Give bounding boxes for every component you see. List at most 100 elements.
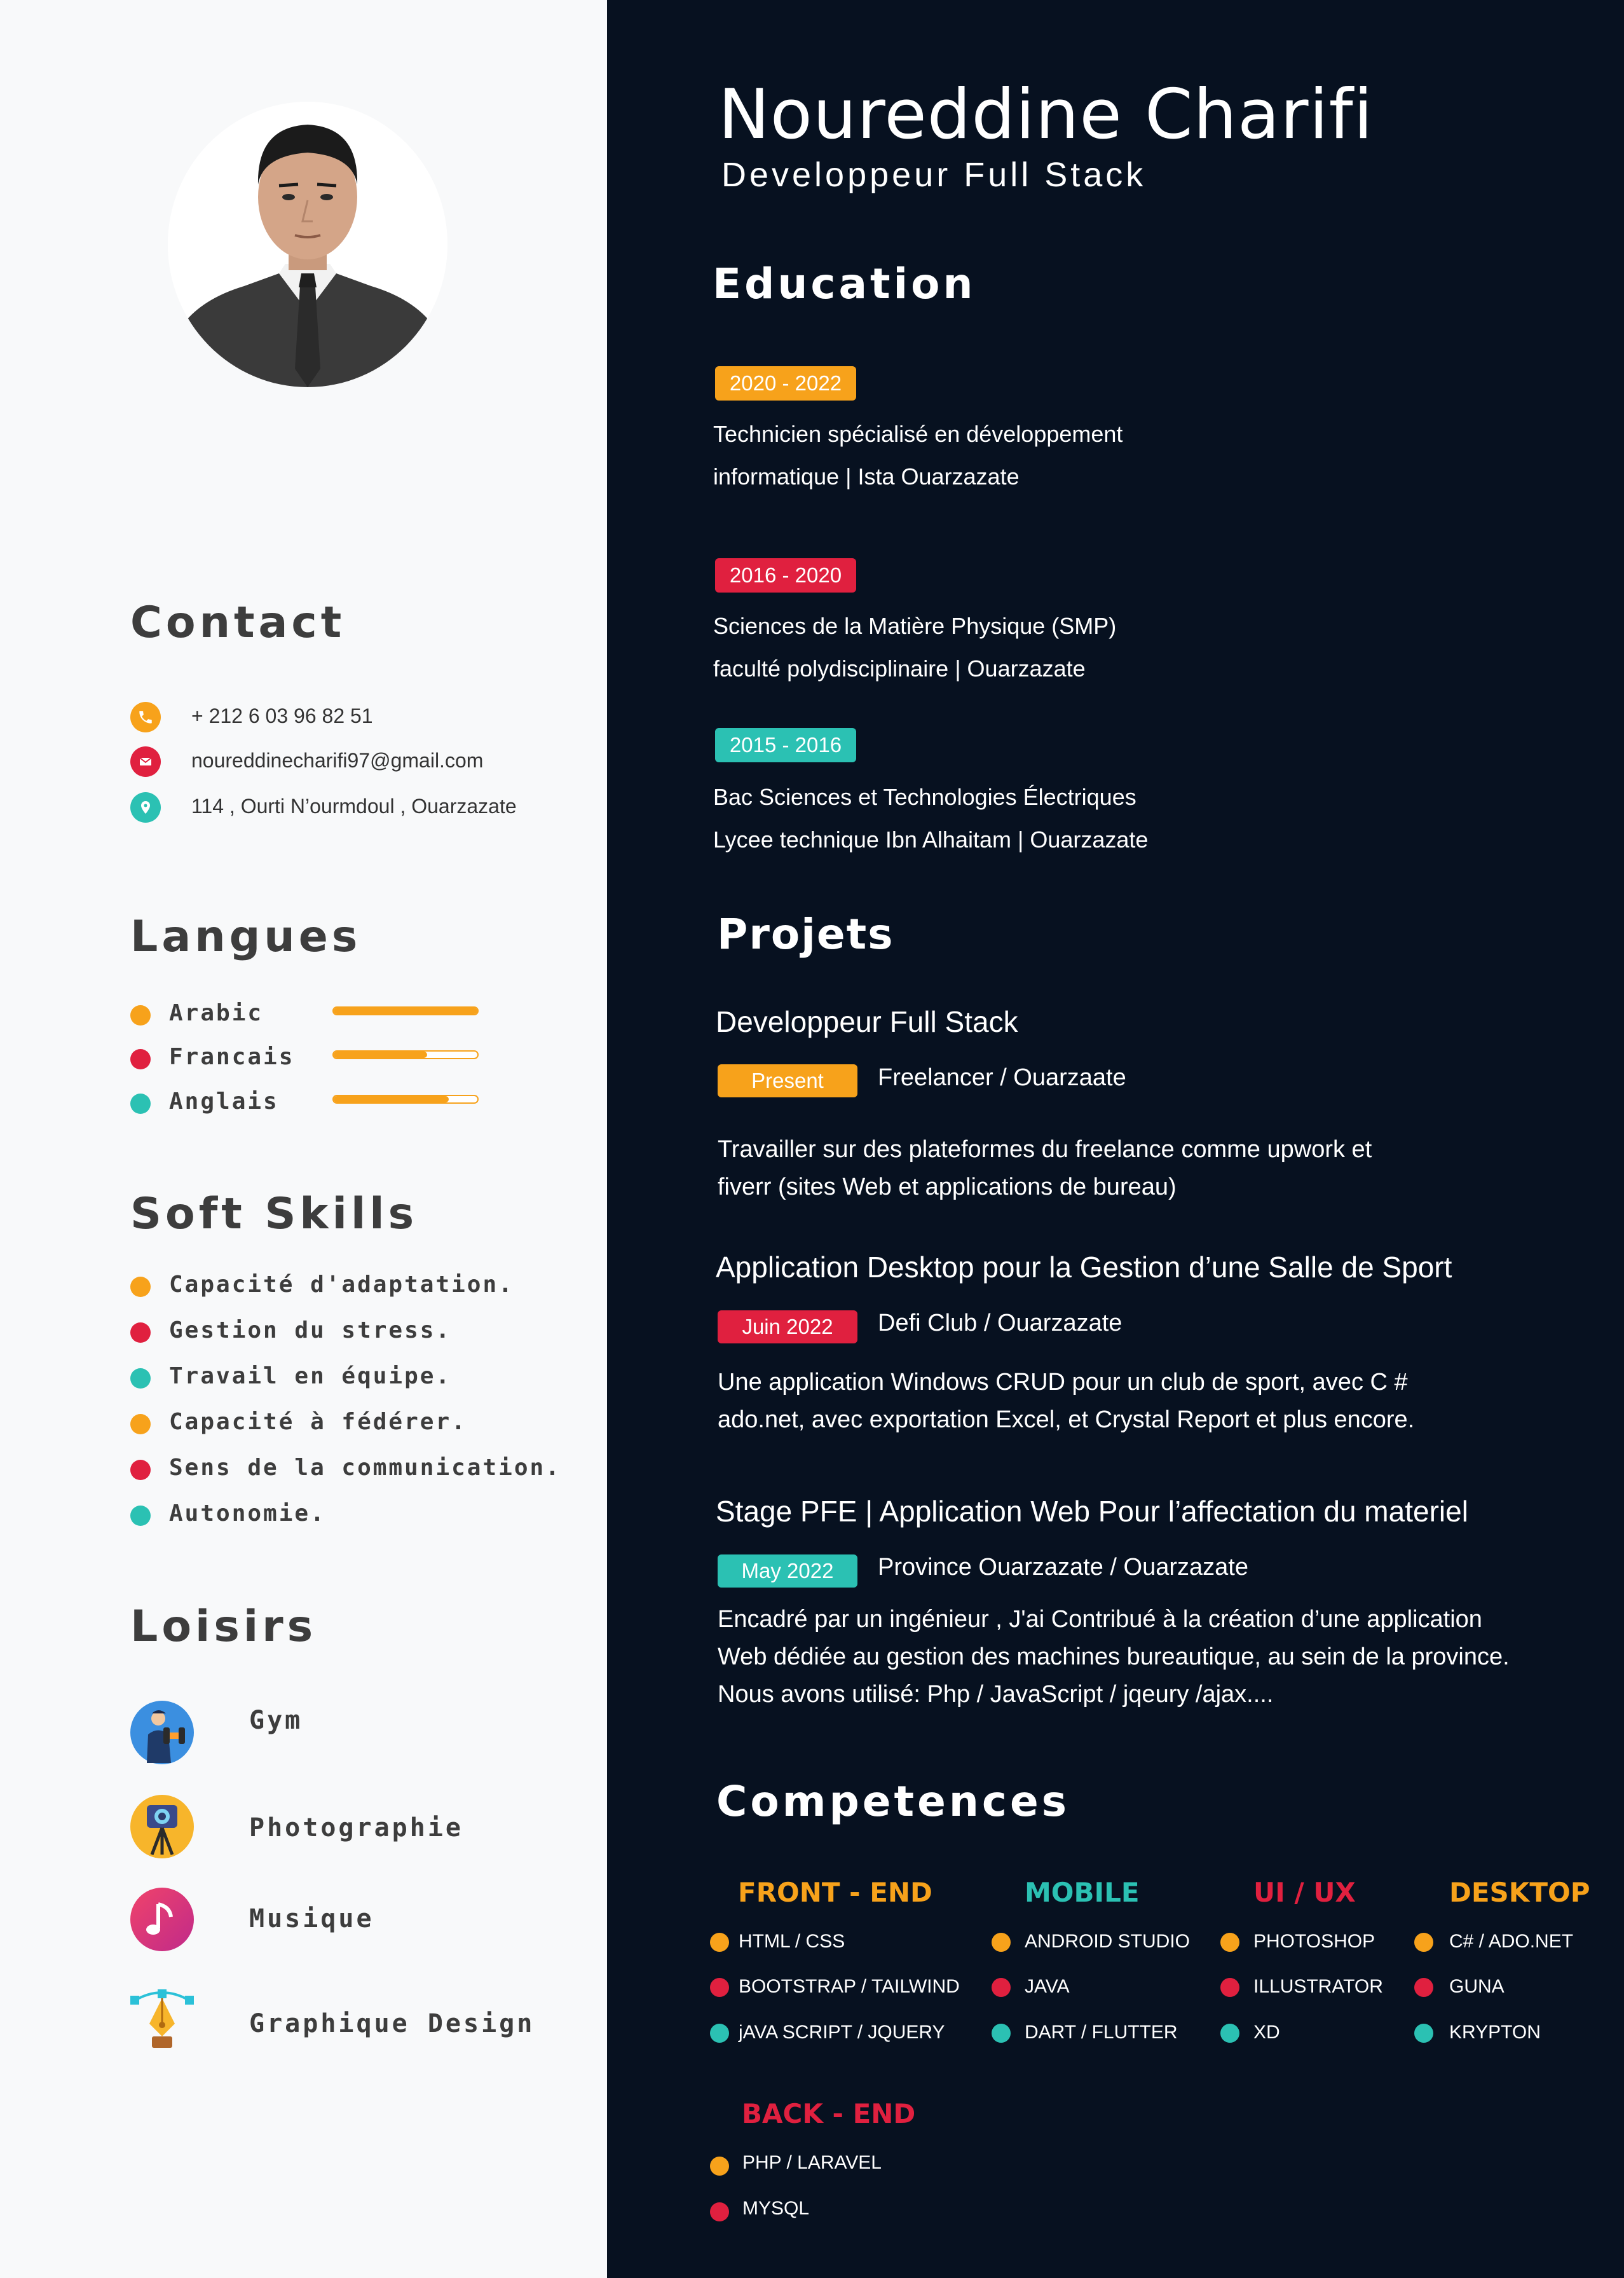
education-school: Lycee technique Ibn Alhaitam | Ouarzazat… <box>713 827 1149 853</box>
language-dot <box>130 1094 151 1114</box>
language-dot <box>130 1049 151 1069</box>
skill-dot <box>992 1933 1011 1952</box>
skill-dot <box>710 2202 729 2221</box>
project-description: Encadré par un ingénieur , J'ai Contribu… <box>718 1606 1482 1633</box>
education-school: faculté polydisciplinaire | Ouarzazate <box>713 655 1086 682</box>
skill-item: JAVA <box>1025 1976 1070 1997</box>
project-title: Developpeur Full Stack <box>716 1005 1018 1038</box>
contact-email-row: noureddinecharifi97@gmail.com <box>130 743 575 781</box>
education-period-badge: 2015 - 2016 <box>715 728 856 762</box>
soft-skill-item: Sens de la communication. <box>169 1455 561 1481</box>
language-level-bar <box>332 1050 479 1059</box>
person-name: Noureddine Charifi <box>718 75 1374 154</box>
skill-item: DART / FLUTTER <box>1025 2022 1178 2043</box>
main-content: Noureddine Charifi Developpeur Full Stac… <box>607 0 1624 2278</box>
skill-dot <box>1414 1933 1433 1952</box>
skill-dot <box>1220 2024 1239 2043</box>
skill-category-title: MOBILE <box>1025 1877 1140 1908</box>
skill-category-title: BACK - END <box>742 2098 916 2129</box>
soft-skill-item: Capacité d'adaptation. <box>169 1272 514 1298</box>
project-description: Web dédiée au gestion des machines burea… <box>718 1643 1510 1670</box>
education-period-badge: 2020 - 2022 <box>715 366 856 401</box>
soft-skill-item: Autonomie. <box>169 1500 326 1527</box>
left-sidebar: Contact + 212 6 03 96 82 51 noureddinech… <box>0 0 607 2278</box>
language-label: Arabic <box>169 1000 264 1026</box>
person-role: Developpeur Full Stack <box>721 156 1147 194</box>
project-location: Freelancer / Ouarzaate <box>878 1064 1126 1091</box>
skill-item: C# / ADO.NET <box>1449 1931 1574 1952</box>
phone-icon <box>130 702 161 732</box>
skill-item: jAVA SCRIPT / JQUERY <box>739 2022 945 2043</box>
skill-dot <box>710 2157 729 2176</box>
skill-dot <box>710 2024 729 2043</box>
skill-item: PHOTOSHOP <box>1253 1931 1375 1952</box>
hobby-label: Photographie <box>249 1813 463 1842</box>
soft-skill-dot <box>130 1460 151 1480</box>
contact-phone-row: + 212 6 03 96 82 51 <box>130 698 575 736</box>
address-text: 114 , Ourti N’ourmdoul , Ouarzazate <box>191 795 517 818</box>
skill-category-title: UI / UX <box>1253 1877 1356 1908</box>
education-degree: Sciences de la Matière Physique (SMP) <box>713 613 1117 639</box>
projects-title: Projets <box>717 910 894 959</box>
phone-number[interactable]: + 212 6 03 96 82 51 <box>191 704 373 727</box>
skill-dot <box>992 1978 1011 1997</box>
skill-dot <box>1220 1933 1239 1952</box>
email-address[interactable]: noureddinecharifi97@gmail.com <box>191 749 484 772</box>
email-icon <box>130 746 161 777</box>
education-degree: Bac Sciences et Technologies Électriques <box>713 784 1136 810</box>
project-date-badge: Juin 2022 <box>718 1310 857 1343</box>
project-date-badge: May 2022 <box>718 1554 857 1588</box>
education-period-badge: 2016 - 2020 <box>715 558 856 593</box>
language-level-bar <box>332 1006 479 1015</box>
language-label: Anglais <box>169 1088 279 1115</box>
soft-skill-dot <box>130 1277 151 1297</box>
skill-dot <box>1414 1978 1433 1997</box>
soft-skill-dot <box>130 1414 151 1434</box>
contact-title: Contact <box>130 598 346 648</box>
pen-tool-icon <box>129 1987 195 2053</box>
skill-item: GUNA <box>1449 1976 1505 1997</box>
project-description: Une application Windows CRUD pour un clu… <box>718 1369 1408 1396</box>
project-title: Stage PFE | Application Web Pour l’affec… <box>716 1495 1468 1528</box>
project-description: Nous avons utilisé: Php / JavaScript / j… <box>718 1681 1274 1708</box>
soft-skill-dot <box>130 1368 151 1389</box>
skill-item: ANDROID STUDIO <box>1025 1931 1191 1952</box>
profile-photo <box>168 102 447 387</box>
project-description: Travailler sur des plateformes du freela… <box>718 1136 1372 1163</box>
education-school: informatique | Ista Ouarzazate <box>713 463 1020 490</box>
project-title: Application Desktop pour la Gestion d’un… <box>716 1251 1452 1284</box>
skill-category-title: FRONT - END <box>738 1877 932 1908</box>
skill-item: ILLUSTRATOR <box>1253 1976 1383 1997</box>
soft-skill-dot <box>130 1506 151 1526</box>
soft-skill-item: Gestion du stress. <box>169 1317 452 1343</box>
language-level-bar <box>332 1095 479 1104</box>
skill-dot <box>710 1933 729 1952</box>
soft-skill-item: Capacité à fédérer. <box>169 1409 467 1435</box>
skill-category-title: DESKTOP <box>1449 1877 1590 1908</box>
skill-item: XD <box>1253 2022 1280 2043</box>
skill-item: PHP / LARAVEL <box>742 2152 882 2173</box>
camera-icon <box>129 1794 195 1860</box>
skill-item: MYSQL <box>742 2198 810 2219</box>
language-label: Francais <box>169 1044 295 1070</box>
soft-skills-title: Soft Skills <box>130 1189 418 1239</box>
language-dot <box>130 1005 151 1026</box>
skill-item: KRYPTON <box>1449 2022 1541 2043</box>
skill-dot <box>1220 1978 1239 1997</box>
project-date-badge: Present <box>718 1064 857 1097</box>
skill-dot <box>992 2024 1011 2043</box>
education-title: Education <box>713 259 976 308</box>
skill-item: HTML / CSS <box>739 1931 845 1952</box>
project-description: fiverr (sites Web et applications de bur… <box>718 1174 1177 1200</box>
hobby-label: Graphique Design <box>249 2009 535 2038</box>
skill-item: BOOTSTRAP / TAILWIND <box>739 1976 960 1997</box>
education-degree: Technicien spécialisé en développement <box>713 421 1123 447</box>
hobby-label: Musique <box>249 1904 374 1933</box>
skill-dot <box>1414 2024 1433 2043</box>
hobby-label: Gym <box>249 1706 303 1735</box>
project-location: Province Ouarzazate / Ouarzazate <box>878 1554 1248 1581</box>
project-description: ado.net, avec exportation Excel, et Crys… <box>718 1406 1415 1433</box>
gym-icon <box>129 1699 195 1766</box>
soft-skill-dot <box>130 1322 151 1343</box>
contact-address-row: 114 , Ourti N’ourmdoul , Ouarzazate <box>130 788 607 827</box>
